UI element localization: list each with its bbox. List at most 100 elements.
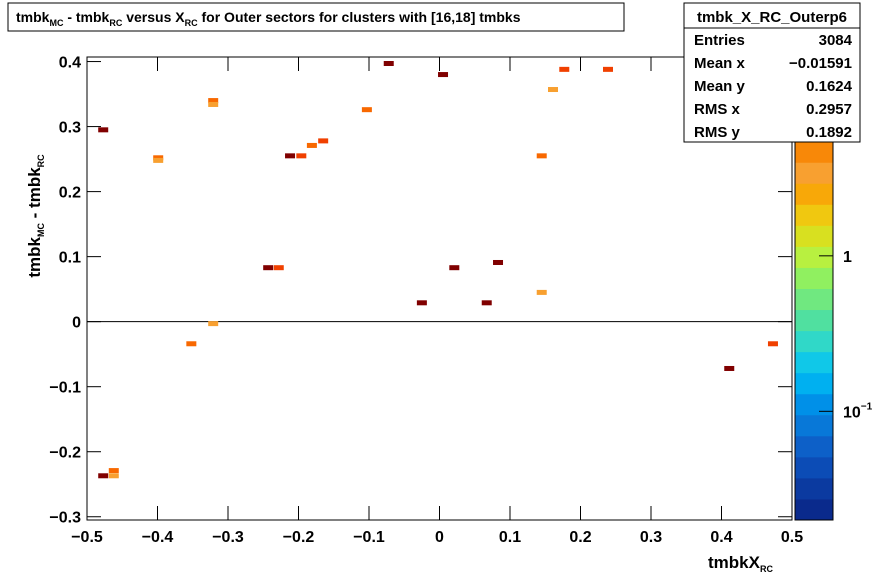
palette-box bbox=[795, 498, 833, 521]
label-part: tmbk bbox=[16, 9, 50, 25]
cell bbox=[208, 321, 219, 327]
cell bbox=[493, 259, 504, 265]
x-axis-label: tmbkXRC bbox=[708, 553, 773, 574]
x-tick-label: 0.1 bbox=[499, 529, 521, 546]
stats-value: 0.1624 bbox=[806, 78, 853, 95]
subscript: MC bbox=[49, 18, 63, 28]
z-tick-label: 1 bbox=[843, 249, 852, 266]
y-tick-label: 0.2 bbox=[59, 185, 81, 202]
cell bbox=[98, 127, 109, 133]
z-tick-label: 10−1 bbox=[843, 401, 873, 421]
x-tick-label: 0.2 bbox=[569, 529, 591, 546]
y-tick-label: 0.4 bbox=[59, 55, 81, 72]
label-part: tmbk bbox=[25, 237, 44, 278]
cell bbox=[536, 153, 547, 159]
cell bbox=[438, 72, 449, 78]
cell bbox=[767, 341, 778, 347]
palette-box bbox=[795, 477, 833, 500]
cell bbox=[208, 101, 219, 107]
plot-frame bbox=[86, 56, 793, 521]
x-tick-label: −0.2 bbox=[283, 529, 315, 546]
cell bbox=[208, 98, 219, 104]
y-tick-label: 0.1 bbox=[59, 250, 81, 267]
y-tick-label: 0.3 bbox=[59, 120, 81, 137]
stats-label: Mean y bbox=[694, 78, 746, 95]
palette-box bbox=[795, 288, 833, 311]
cell bbox=[724, 365, 735, 371]
cell bbox=[108, 468, 119, 474]
stats-value: 0.2957 bbox=[806, 101, 852, 118]
palette-box bbox=[795, 141, 833, 163]
cell bbox=[361, 107, 372, 113]
x-tick-label: 0.4 bbox=[710, 529, 732, 546]
stats-label: RMS x bbox=[694, 101, 741, 118]
cell bbox=[273, 265, 284, 271]
cell bbox=[186, 341, 197, 347]
subscript: RC bbox=[185, 18, 198, 28]
x-tick-label: 0.3 bbox=[640, 529, 662, 546]
cell bbox=[318, 138, 329, 144]
palette-box bbox=[795, 393, 833, 416]
stats-box bbox=[683, 2, 861, 143]
palette-box bbox=[795, 246, 833, 268]
cell bbox=[481, 300, 492, 306]
cell bbox=[296, 153, 307, 159]
cell bbox=[153, 157, 164, 163]
cell bbox=[108, 473, 119, 479]
stats-label: Mean x bbox=[694, 55, 746, 72]
stats-title: tmbk_X_RC_Outerp6 bbox=[697, 9, 847, 26]
cell bbox=[383, 61, 394, 67]
subscript: MC bbox=[36, 223, 46, 237]
stats-label: Entries bbox=[694, 32, 745, 49]
y-tick-label: −0.2 bbox=[49, 445, 81, 462]
y-tick-label: −0.3 bbox=[49, 510, 81, 527]
palette-box bbox=[795, 225, 833, 247]
cell bbox=[98, 473, 109, 479]
stats-label: RMS y bbox=[694, 124, 741, 141]
y-axis-label: tmbkMC - tmbkRC bbox=[25, 154, 46, 278]
x-tick-label: 0.5 bbox=[781, 529, 803, 546]
palette-box bbox=[795, 162, 833, 184]
cell bbox=[449, 265, 460, 271]
palette-box bbox=[795, 351, 833, 374]
subscript: RC bbox=[760, 564, 773, 574]
label-part: - tmbk bbox=[25, 167, 44, 223]
x-tick-label: −0.3 bbox=[212, 529, 244, 546]
label-part: versus X bbox=[122, 9, 185, 25]
palette-box bbox=[795, 435, 833, 458]
palette-box bbox=[795, 309, 833, 332]
title-box bbox=[7, 2, 625, 32]
cell bbox=[559, 66, 570, 72]
label-part: for Outer sectors for clusters with [16,… bbox=[198, 9, 521, 25]
chart-title: tmbkMC - tmbkRC versus XRC for Outer sec… bbox=[16, 9, 521, 28]
stats-value: −0.01591 bbox=[789, 55, 852, 72]
x-tick-label: 0 bbox=[435, 529, 444, 546]
palette-box bbox=[795, 330, 833, 353]
cell bbox=[285, 153, 296, 159]
stats-value: 3084 bbox=[819, 32, 853, 49]
x-tick-label: −0.5 bbox=[71, 529, 103, 546]
label-part: - tmbk bbox=[63, 9, 109, 25]
palette-box bbox=[795, 372, 833, 395]
cell bbox=[548, 87, 559, 93]
stats-value: 0.1892 bbox=[806, 124, 852, 141]
subscript: RC bbox=[109, 18, 122, 28]
x-tick-label: −0.1 bbox=[353, 529, 385, 546]
cell bbox=[602, 66, 613, 72]
x-tick-label: −0.4 bbox=[142, 529, 174, 546]
subscript: RC bbox=[36, 154, 46, 167]
cell bbox=[536, 289, 547, 295]
cell bbox=[263, 265, 274, 271]
palette-box bbox=[795, 183, 833, 205]
palette-box bbox=[795, 456, 833, 479]
palette-box bbox=[795, 267, 833, 289]
label-part: tmbkX bbox=[708, 553, 761, 572]
cell bbox=[153, 155, 164, 161]
y-tick-label: −0.1 bbox=[49, 380, 81, 397]
y-tick-label: 0 bbox=[72, 315, 81, 332]
palette-box bbox=[795, 204, 833, 226]
cell bbox=[416, 300, 427, 306]
cell bbox=[306, 142, 317, 148]
z-tick-exponent: −1 bbox=[861, 401, 873, 412]
